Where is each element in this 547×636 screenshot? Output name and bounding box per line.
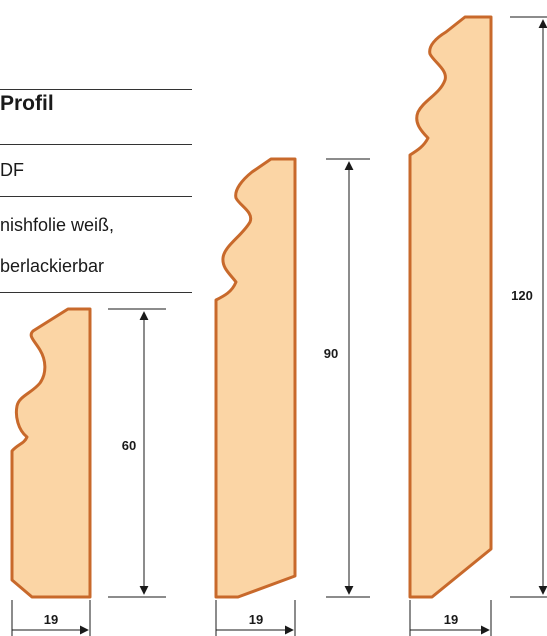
finish-text-line1: nishfolie weiß, bbox=[0, 215, 115, 235]
profile-90: 19 90 bbox=[214, 157, 370, 636]
rule-top bbox=[0, 89, 192, 90]
finish-text-line2: berlackierbar bbox=[0, 256, 105, 276]
profile-120: 19 120 bbox=[408, 15, 547, 636]
profile-120-height-label: 120 bbox=[511, 288, 533, 303]
profile-60-height-label: 60 bbox=[122, 438, 136, 453]
profile-120-shape bbox=[408, 15, 493, 599]
rule-under-material bbox=[0, 196, 192, 197]
profile-60-width-label: 19 bbox=[44, 612, 58, 627]
profile-60: 19 60 bbox=[10, 307, 166, 636]
profile-90-width-label: 19 bbox=[249, 612, 263, 627]
profile-120-width-label: 19 bbox=[444, 612, 458, 627]
profile-90-height-label: 90 bbox=[324, 346, 338, 361]
profile-60-shape bbox=[10, 307, 92, 599]
rule-under-title bbox=[0, 144, 192, 145]
profile-title: Profil bbox=[0, 92, 54, 115]
material-text: DF bbox=[0, 160, 24, 180]
rule-bottom bbox=[0, 292, 192, 293]
profile-90-shape bbox=[214, 157, 297, 599]
